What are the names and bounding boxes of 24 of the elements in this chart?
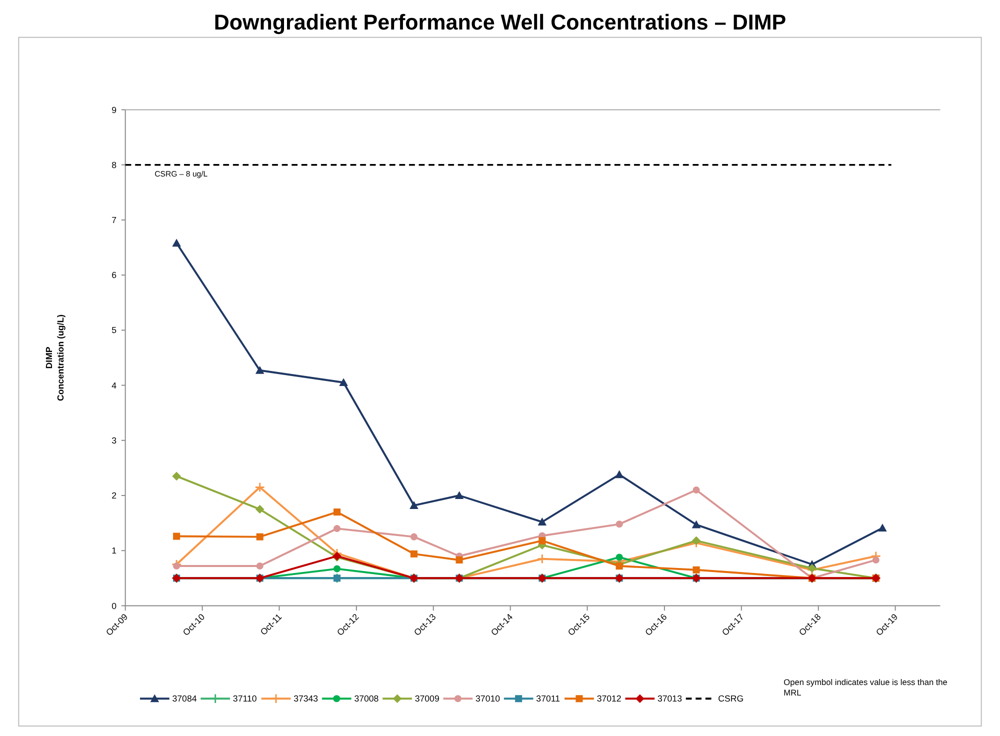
legend-label: 37011 [536,694,560,704]
y-tick-label: 7 [112,215,117,226]
y-tick-label: 0 [112,600,117,611]
legend-label: 37343 [294,694,318,704]
y-tick-label: 1 [112,546,117,556]
y-tick-label: 2 [112,490,117,501]
y-tick-label: 8 [112,160,117,170]
text: Open symbol indicates value is less than the MRL [784,676,948,698]
legend-label: 37012 [596,694,622,704]
y-tick-label: 9 [112,104,117,115]
legend-label: 37009 [414,694,440,704]
y-tick-label: 3 [112,435,117,446]
y-axis-title: DIMP Concentration (ug/L) [44,314,66,401]
y-tick-label: 5 [112,325,117,336]
chart-title: Downgradient Performance Well Concentrations – DIMP [214,10,786,35]
ref-line-label: CSRG – 8 ug/L [154,170,208,179]
y-tick-label: 6 [112,270,117,280]
y-tick-label: 4 [112,380,117,390]
legend-label: 37010 [476,694,500,704]
legend-label: 37084 [172,694,197,704]
legend-label: 37110 [232,694,257,704]
text: CSRG [718,694,744,704]
legend-label: 37013 [658,694,682,704]
legend-label: 37008 [354,694,379,704]
